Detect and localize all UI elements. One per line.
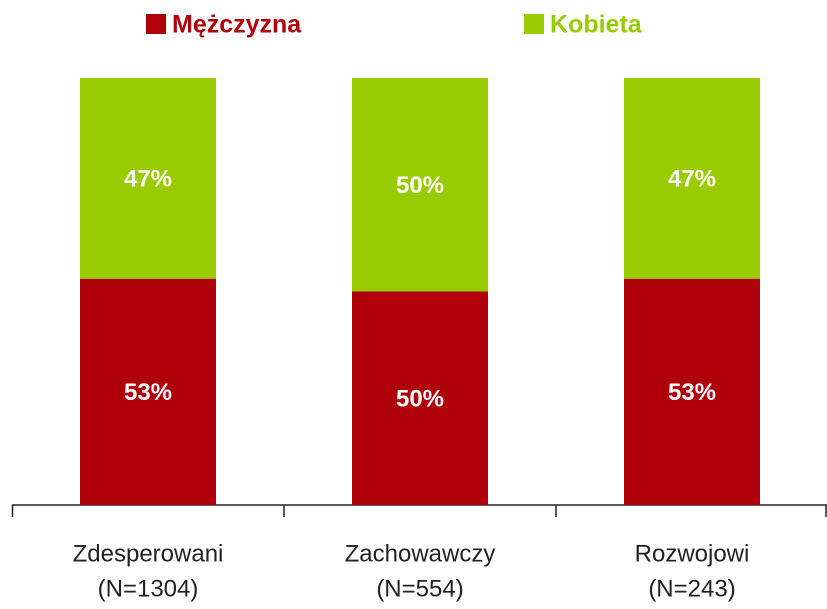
x-tick-label: Rozwojowi — [635, 540, 750, 567]
value-label: 50% — [396, 386, 444, 413]
bar-segment — [80, 278, 216, 505]
x-tick-label: Zachowawczy — [345, 540, 496, 567]
legend-swatch — [524, 14, 544, 34]
bar-segment — [352, 78, 488, 292]
value-label: 53% — [668, 379, 716, 406]
x-tick-label: (N=1304) — [98, 575, 199, 602]
bar-segment — [624, 278, 760, 505]
bar-segment — [352, 291, 488, 505]
bar-segment — [80, 78, 216, 279]
value-label: 47% — [668, 166, 716, 193]
value-label: 53% — [124, 379, 172, 406]
x-tick-label: Zdesperowani — [73, 540, 224, 567]
value-label: 50% — [396, 172, 444, 199]
legend-swatch — [146, 14, 166, 34]
legend-label: Kobieta — [550, 11, 643, 39]
legend-label: Mężczyzna — [172, 11, 302, 39]
x-tick-label: (N=554) — [376, 575, 463, 602]
value-label: 47% — [124, 166, 172, 193]
x-tick-label: (N=243) — [648, 575, 735, 602]
bar-segment — [624, 78, 760, 279]
